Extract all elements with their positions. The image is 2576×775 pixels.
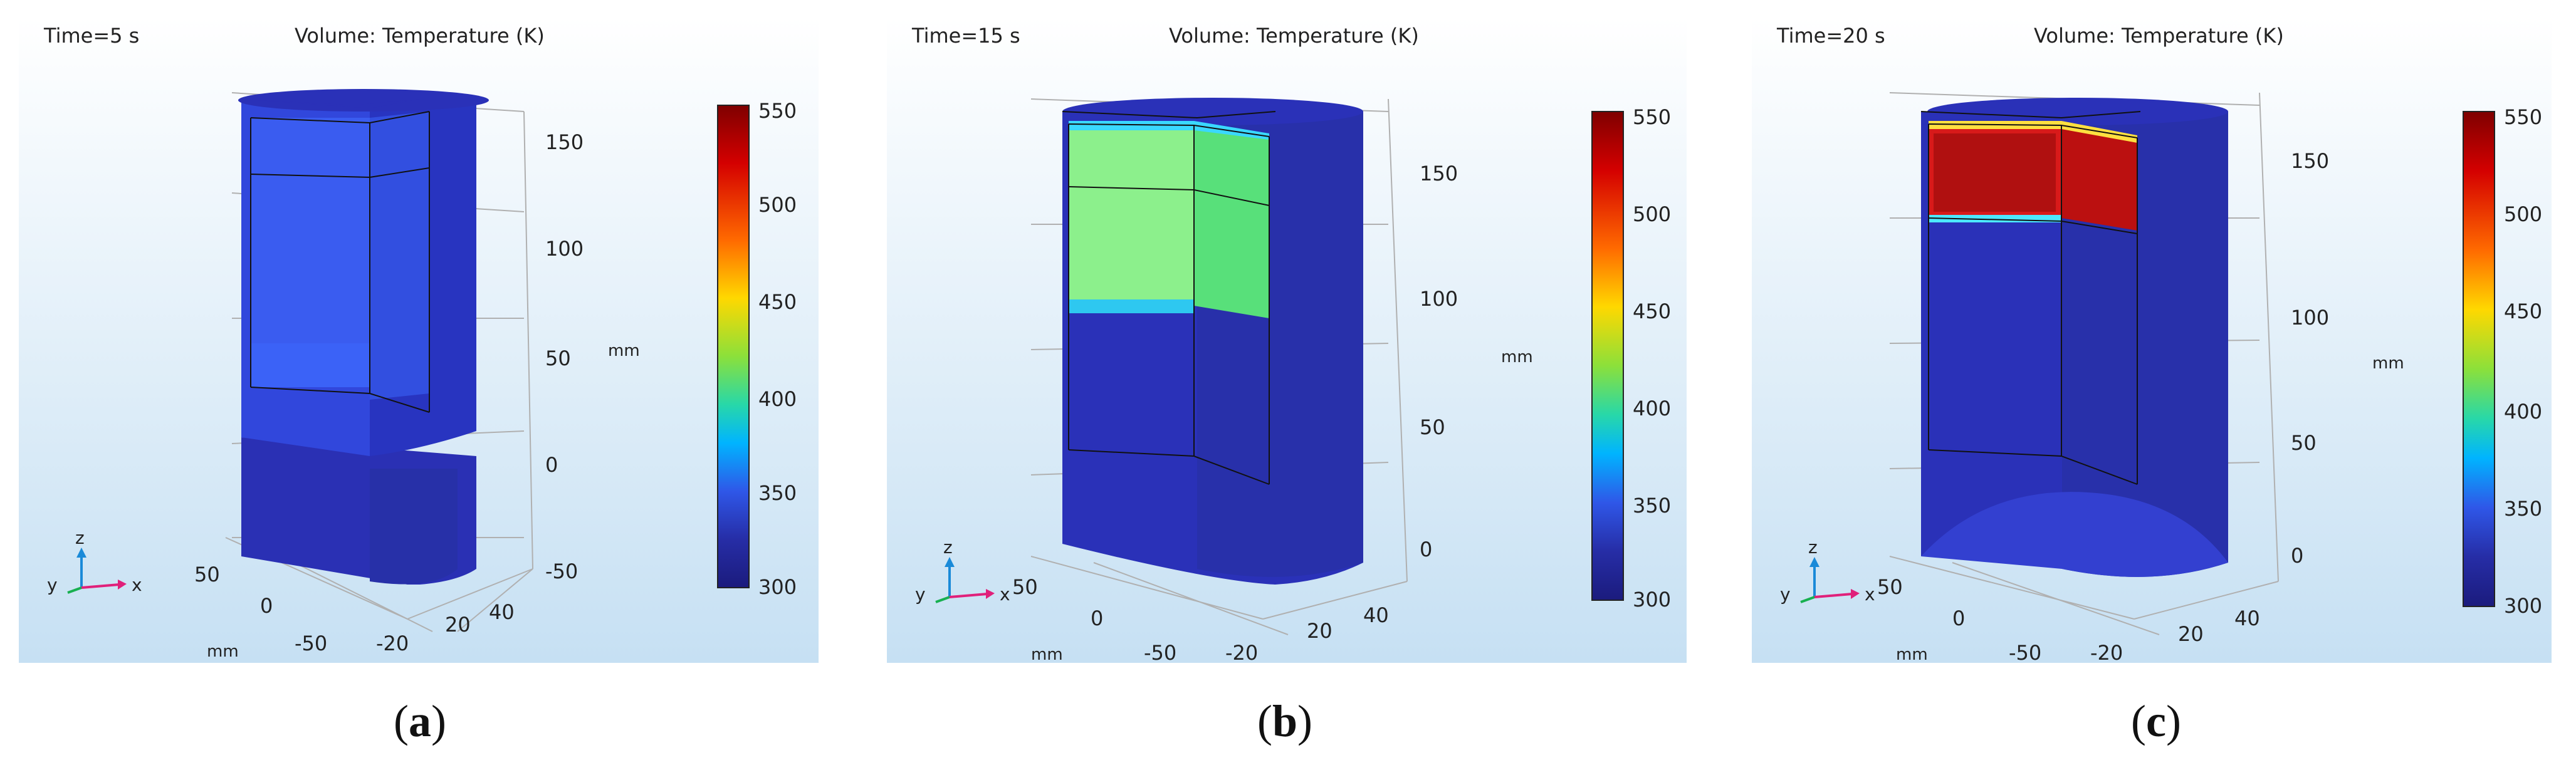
triad-z: z [75, 528, 85, 548]
time-label: Time=20 s [1776, 24, 1885, 48]
cbar-tick-300: 300 [758, 575, 797, 599]
y-tick-neg20: -20 [2090, 641, 2123, 663]
z-tick-100: 100 [1420, 287, 1458, 311]
axis-triad: z y x [1780, 537, 1875, 605]
z-tick-100: 100 [2291, 306, 2329, 330]
x-tick-0: 0 [1952, 606, 1965, 630]
cbar-tick-450: 450 [758, 290, 797, 314]
z-tick-150: 150 [1420, 162, 1458, 185]
panel-b-plot: Time=15 s Volume: Temperature (K) 150 10… [887, 18, 1687, 663]
caption-b: (b) [1257, 696, 1312, 746]
y-tick-40: 40 [1363, 603, 1389, 627]
y-tick-40: 40 [489, 600, 515, 624]
x-tick-neg50: -50 [295, 632, 327, 655]
x-unit: mm [1031, 645, 1063, 663]
z-tick-neg50: -50 [545, 559, 578, 583]
cbar-tick-450: 450 [2504, 299, 2542, 323]
cylinder-model [238, 89, 489, 585]
z-tick-0: 0 [545, 453, 558, 477]
cbar-tick-550: 550 [758, 99, 797, 123]
cbar-tick-550: 550 [1633, 105, 1671, 129]
cbar-tick-400: 400 [2504, 400, 2542, 424]
x-tick-0: 0 [260, 594, 273, 618]
plot-title: Volume: Temperature (K) [1169, 24, 1419, 48]
cbar-tick-350: 350 [1633, 494, 1671, 518]
panel-b: Time=15 s Volume: Temperature (K) 150 10… [887, 18, 1687, 663]
z-tick-100: 100 [545, 237, 584, 261]
cbar-tick-400: 400 [758, 387, 797, 411]
x-tick-neg50: -50 [2009, 641, 2041, 663]
triad-z: z [1808, 537, 1818, 558]
panel-c-plot: Time=20 s Volume: Temperature (K) 150 10… [1752, 18, 2552, 663]
panel-a: Time=5 s Volume: Temperature (K) 150 100… [19, 18, 819, 663]
colorbar [717, 105, 750, 588]
z-tick-150: 150 [2291, 149, 2329, 173]
axis-triad: z y x [915, 537, 1010, 605]
caption-letter: a [409, 696, 431, 746]
hot-region [1069, 124, 1194, 306]
y-tick-40: 40 [2234, 606, 2260, 630]
triad-y: y [1780, 584, 1791, 605]
cbar-tick-500: 500 [758, 193, 797, 217]
caption-letter: b [1272, 696, 1298, 746]
cbar-tick-400: 400 [1633, 397, 1671, 420]
y-tick-neg20: -20 [1225, 641, 1258, 663]
z-tick-50: 50 [545, 346, 571, 370]
time-label: Time=5 s [43, 24, 139, 48]
z-tick-50: 50 [2291, 431, 2317, 455]
time-label: Time=15 s [911, 24, 1020, 48]
x-tick-neg50: -50 [1144, 641, 1176, 663]
z-unit: mm [1501, 348, 1533, 367]
panel-c: Time=20 s Volume: Temperature (K) 150 10… [1752, 18, 2552, 663]
caption-letter: c [2146, 696, 2166, 746]
z-tick-50: 50 [1420, 415, 1445, 439]
hot-region [251, 118, 370, 387]
triad-y: y [47, 575, 58, 595]
z-tick-0: 0 [1420, 538, 1432, 561]
cbar-tick-550: 550 [2504, 105, 2542, 129]
caption-c: (c) [2131, 696, 2181, 746]
z-unit: mm [608, 341, 640, 360]
x-tick-0: 0 [1091, 606, 1103, 630]
cbar-tick-500: 500 [1633, 202, 1671, 226]
cbar-tick-350: 350 [758, 481, 797, 505]
triad-y: y [915, 584, 926, 605]
y-tick-20: 20 [1307, 619, 1333, 643]
z-unit: mm [2372, 354, 2404, 373]
x-tick-50: 50 [194, 563, 220, 586]
x-tick-50: 50 [1012, 575, 1038, 599]
axis-triad: z y x [47, 528, 142, 595]
cbar-tick-450: 450 [1633, 299, 1671, 323]
x-unit: mm [207, 642, 239, 661]
triad-x: x [1865, 584, 1875, 605]
x-unit: mm [1896, 645, 1928, 663]
panel-a-plot: Time=5 s Volume: Temperature (K) 150 100… [19, 18, 819, 663]
cbar-tick-350: 350 [2504, 497, 2542, 521]
triad-x: x [1000, 584, 1010, 605]
y-tick-neg20: -20 [376, 632, 409, 655]
cylinder-model [1062, 98, 1363, 585]
colorbar [1591, 111, 1624, 601]
triad-x: x [132, 575, 142, 595]
cbar-tick-300: 300 [2504, 594, 2542, 618]
y-tick-20: 20 [2178, 622, 2204, 646]
caption-a: (a) [394, 696, 446, 746]
cbar-tick-300: 300 [1633, 588, 1671, 611]
plot-title: Volume: Temperature (K) [295, 24, 545, 48]
x-tick-50: 50 [1877, 575, 1903, 599]
cylinder-model [1920, 98, 2228, 577]
y-tick-20: 20 [445, 613, 471, 637]
triad-z: z [943, 537, 953, 558]
plot-title: Volume: Temperature (K) [2034, 24, 2284, 48]
z-tick-150: 150 [545, 130, 584, 154]
colorbar [2463, 111, 2495, 607]
cbar-tick-500: 500 [2504, 202, 2542, 226]
z-tick-0: 0 [2291, 544, 2303, 568]
